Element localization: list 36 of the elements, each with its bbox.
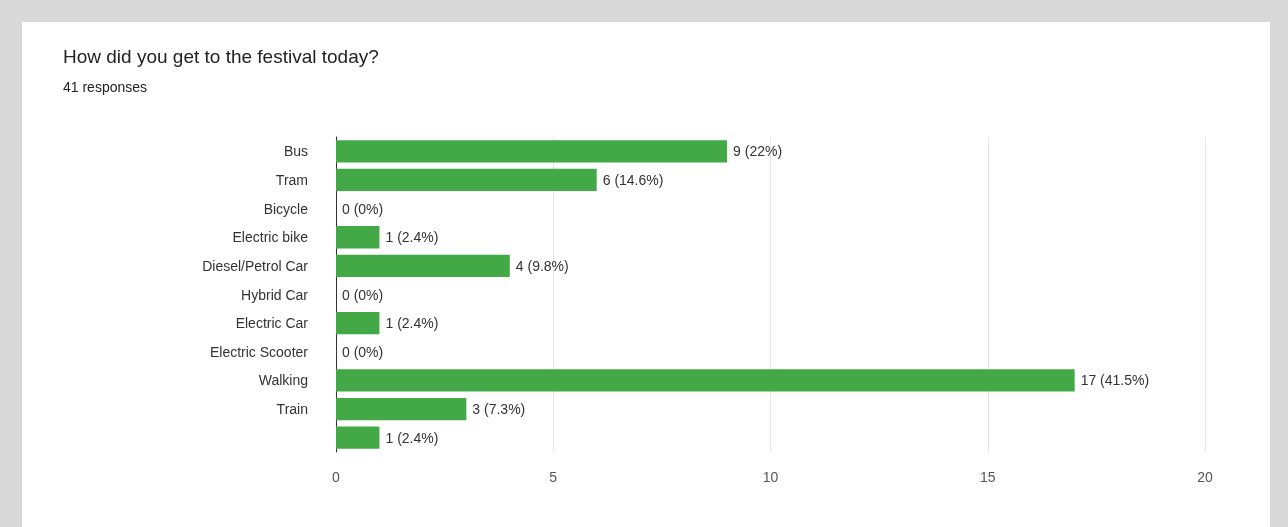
data-label: 0 (0%): [342, 200, 384, 217]
x-tick-label: 10: [762, 469, 779, 485]
bar: [336, 311, 380, 335]
bar: [336, 140, 728, 163]
x-tick-label: 15: [979, 469, 996, 485]
y-tick-label: Walking: [258, 372, 308, 389]
data-label: 0 (0%): [342, 343, 384, 360]
data-label: 1 (2.4%): [385, 429, 439, 446]
y-tick-label: Bus: [283, 143, 308, 160]
text: 41 responses: [63, 79, 148, 95]
y-tick-label: Electric Scooter: [209, 343, 309, 360]
bar: [336, 369, 1075, 392]
x-tick-label: 20: [1197, 469, 1213, 485]
y-tick-label: Electric Car: [235, 315, 309, 332]
bar: [336, 426, 380, 449]
y-tick-label: Bicycle: [263, 200, 309, 217]
data-label: 17 (41.5%): [1080, 372, 1150, 389]
x-tick-label: 0: [332, 469, 341, 485]
x-tick-label: 5: [549, 469, 558, 485]
data-label: 0 (0%): [342, 286, 384, 303]
y-tick-label: Hybrid Car: [241, 286, 309, 303]
y-tick-label: Electric bike: [232, 229, 309, 246]
data-label: 3 (7.3%): [472, 401, 526, 418]
data-label: 4 (9.8%): [515, 257, 569, 274]
data-label: 1 (2.4%): [385, 315, 439, 332]
y-tick-label: Diesel/Petrol Car: [202, 257, 309, 274]
bar: [336, 168, 597, 192]
data-label: 6 (14.6%): [602, 171, 664, 188]
data-label: 9 (22%): [733, 143, 783, 160]
bar: [336, 254, 510, 278]
bar: [336, 397, 467, 421]
bar: [336, 226, 380, 249]
chart-title: How did you get to the festival today?: [63, 46, 379, 67]
y-tick-label: Tram: [275, 171, 308, 188]
data-label: 1 (2.4%): [385, 229, 439, 246]
y-tick-label: Train: [276, 401, 308, 418]
